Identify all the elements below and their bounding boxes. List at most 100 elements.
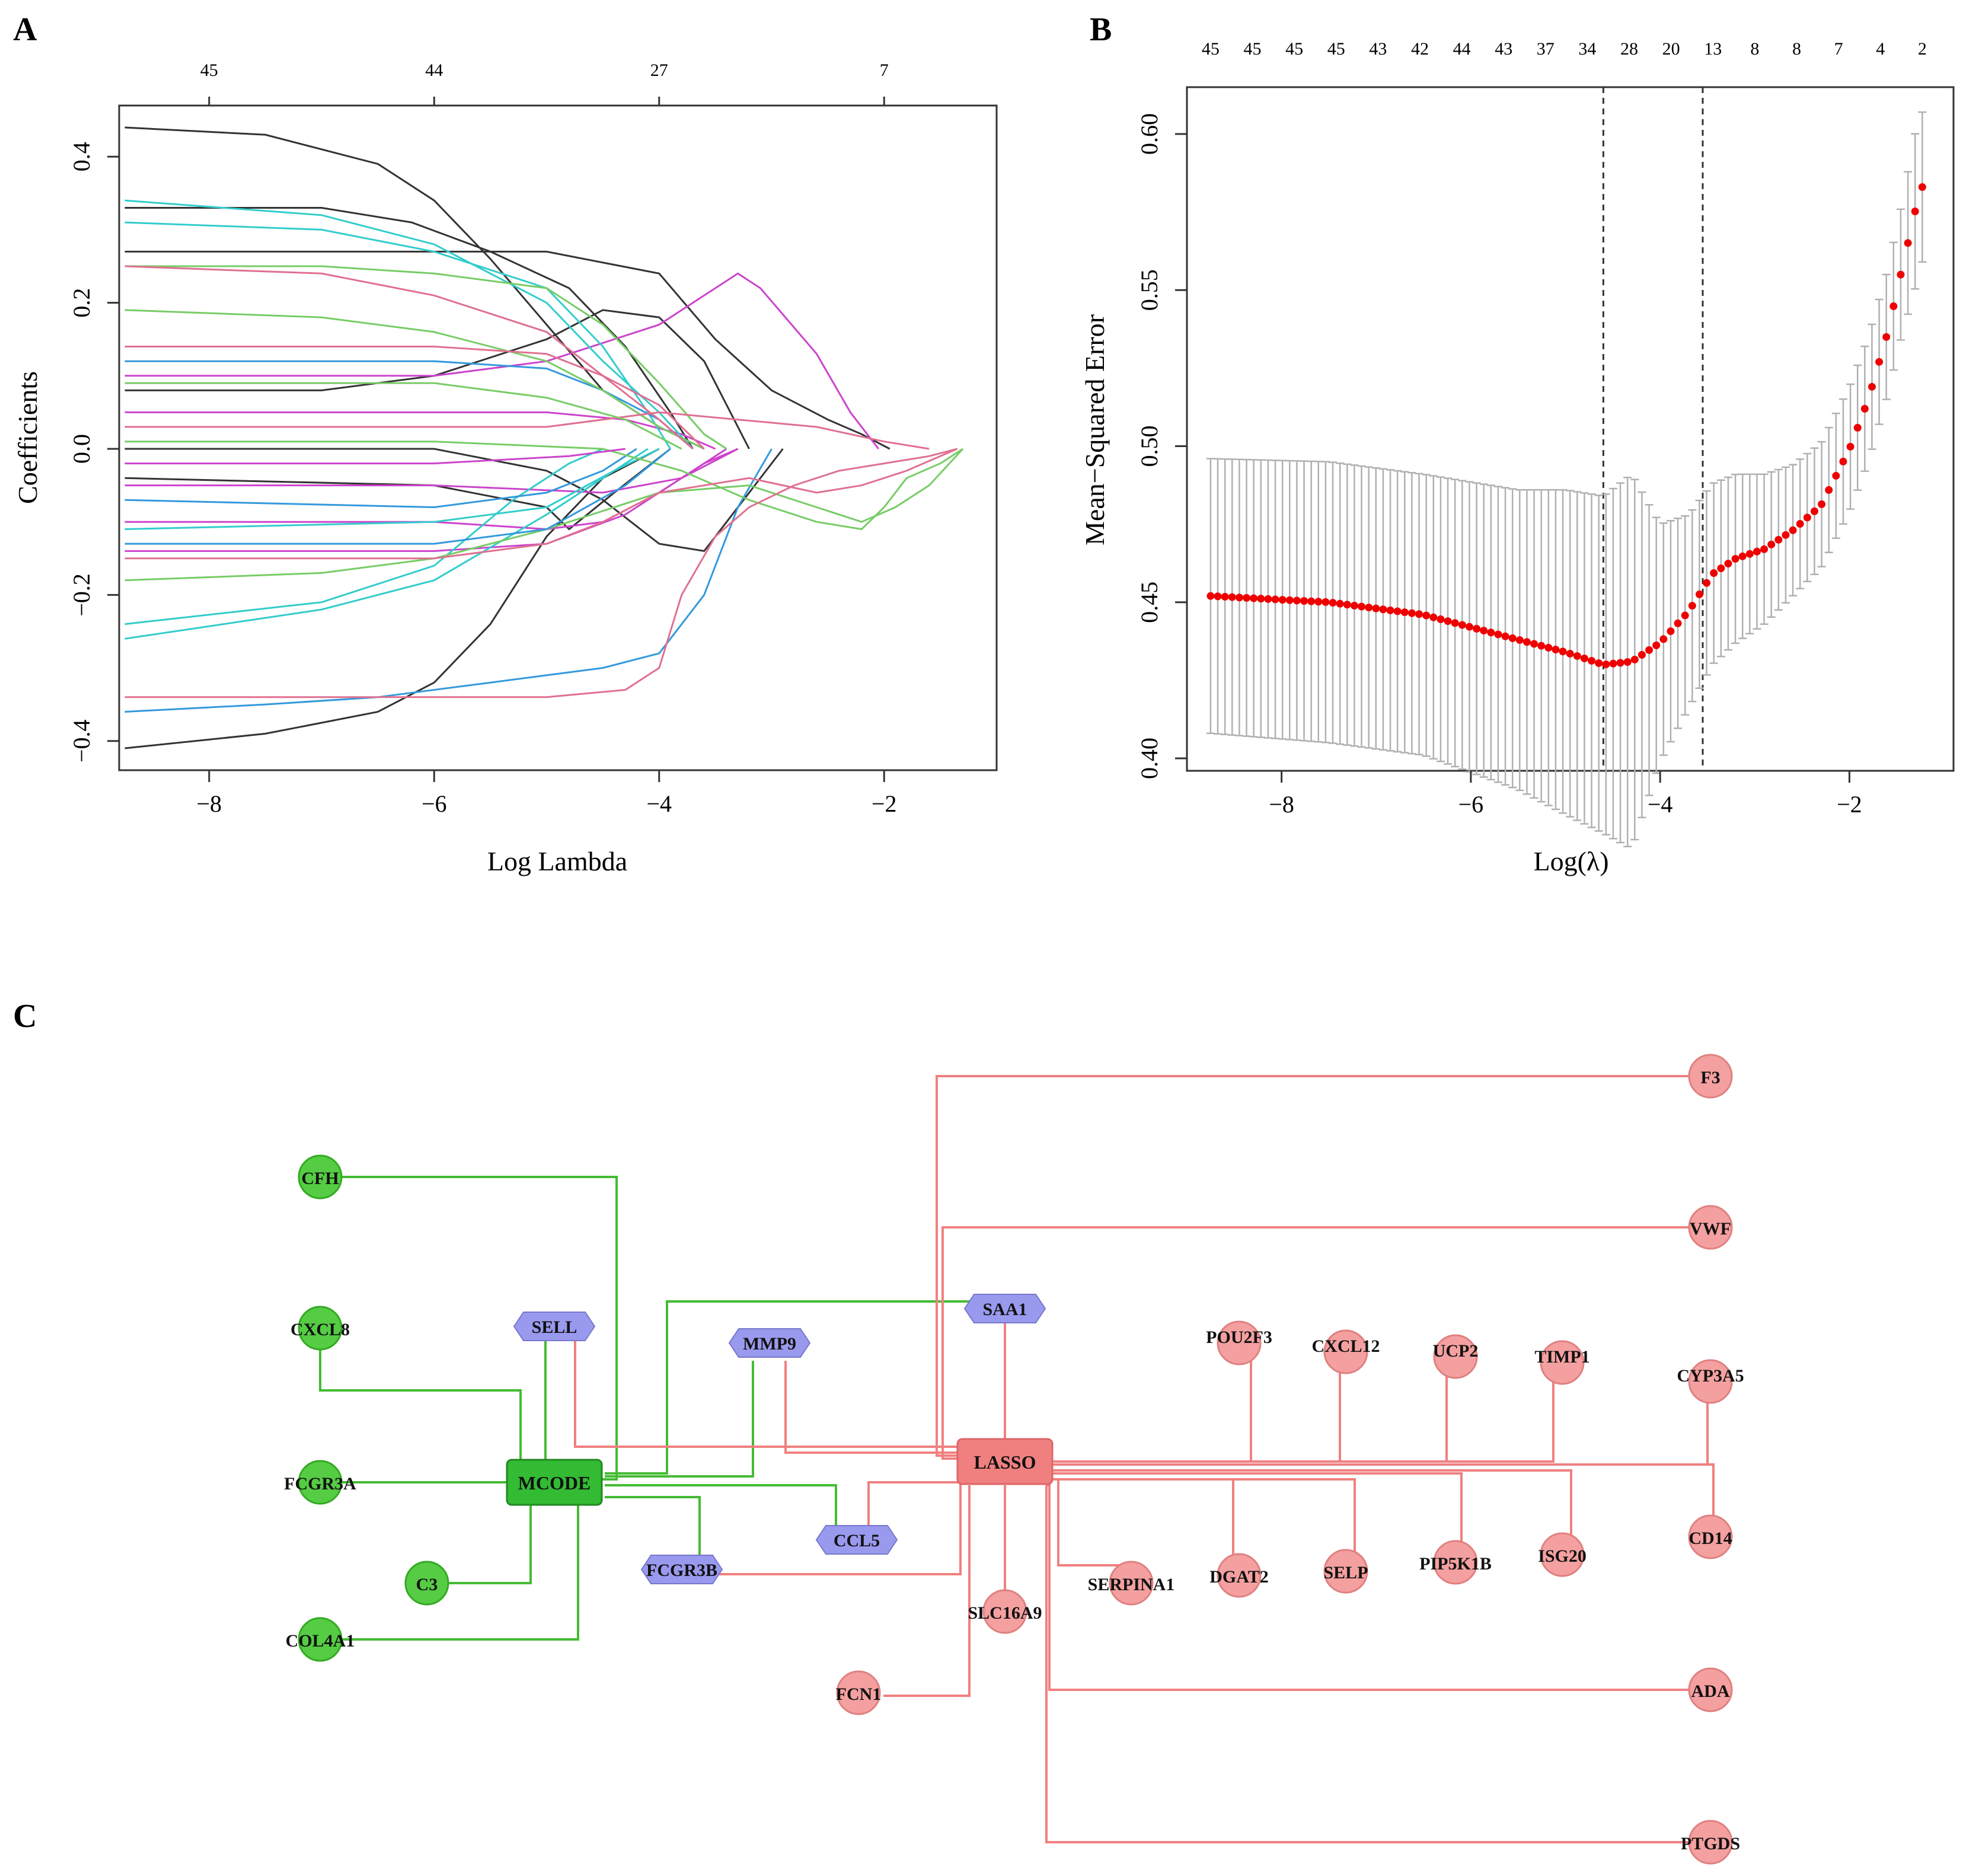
- mse-point: [1875, 358, 1884, 366]
- node-ccl5[interactable]: CCL5: [815, 1525, 898, 1555]
- mse-point: [1803, 513, 1811, 522]
- node-dgat2[interactable]: DGAT2: [1209, 1553, 1269, 1598]
- panel-b-y-axis-label: Mean−Squared Error: [1080, 314, 1110, 545]
- node-vwf[interactable]: VWF: [1688, 1205, 1733, 1250]
- node-mmp9[interactable]: MMP9: [728, 1328, 811, 1358]
- panel-a-letter: A: [13, 11, 37, 48]
- node-fcgr3a[interactable]: FCGR3A: [284, 1460, 356, 1505]
- mse-point: [1767, 540, 1776, 548]
- node-pou2f3[interactable]: POU2F3: [1206, 1320, 1272, 1365]
- node-saa1[interactable]: SAA1: [963, 1294, 1046, 1323]
- edge-lasso-cd14: [1046, 1463, 1715, 1539]
- node-ada[interactable]: ADA: [1688, 1667, 1733, 1712]
- mse-point: [1897, 270, 1905, 279]
- panel-a-y-axis-label: Coefficients: [12, 371, 43, 504]
- node-ptgds[interactable]: PTGDS: [1681, 1820, 1740, 1865]
- mse-point: [1911, 208, 1919, 216]
- node-slc16a9[interactable]: SLC16A9: [968, 1589, 1042, 1634]
- node-shape: [1217, 1553, 1262, 1598]
- node-fcgr3b[interactable]: FCGR3B: [640, 1555, 723, 1584]
- node-serpina1[interactable]: SERPINA1: [1088, 1561, 1175, 1606]
- mse-point: [1494, 630, 1502, 639]
- top-tick-label: 45: [200, 60, 218, 80]
- mse-point: [1358, 602, 1366, 611]
- node-cd14[interactable]: CD14: [1688, 1514, 1733, 1559]
- mse-point: [1422, 611, 1431, 620]
- node-col4a1[interactable]: COL4A1: [286, 1617, 355, 1662]
- mse-point: [1530, 640, 1539, 648]
- node-shape: [1323, 1549, 1368, 1594]
- node-isg20[interactable]: ISG20: [1538, 1532, 1587, 1577]
- coef-line-magenta-1: [125, 272, 879, 449]
- mse-point: [1652, 641, 1661, 649]
- top-tick-label: 43: [1369, 39, 1387, 59]
- coef-line-black-3: [125, 207, 694, 449]
- y-tick-label: 0.50: [1136, 425, 1163, 467]
- coef-line-blue-3: [125, 448, 637, 509]
- node-label: CCL5: [834, 1531, 880, 1550]
- mse-point: [1515, 636, 1524, 645]
- panel-b-top-axis: 45 45 45 45 43 42 44 43 37 34 28 20 13 8 8 7 4 2: [1202, 39, 1927, 59]
- coef-line-pink-5: [125, 411, 930, 450]
- edge-mcode-fcgr3b: [605, 1496, 701, 1565]
- node-shape: [982, 1589, 1027, 1634]
- mse-point: [1235, 594, 1243, 602]
- node-shape: [513, 1312, 596, 1341]
- coef-line-magenta-3: [125, 411, 716, 450]
- mse-point: [1350, 601, 1358, 610]
- node-c3[interactable]: C3: [404, 1561, 449, 1606]
- x-tick-label: −6: [422, 790, 447, 817]
- node-label: ADA: [1691, 1682, 1730, 1701]
- mse-point: [1566, 649, 1574, 658]
- node-cfh[interactable]: CFH: [298, 1154, 343, 1199]
- node-label: POU2F3: [1206, 1328, 1272, 1347]
- node-cyp3a5[interactable]: CYP3A5: [1677, 1359, 1744, 1404]
- node-timp1[interactable]: TIMP1: [1534, 1340, 1590, 1385]
- hub-label: LASSO: [974, 1451, 1036, 1473]
- node-ucp2[interactable]: UCP2: [1433, 1334, 1479, 1379]
- mse-point: [1365, 604, 1373, 612]
- node-label: FCGR3A: [284, 1474, 356, 1494]
- y-tick-label: 0.2: [68, 288, 95, 318]
- node-sell[interactable]: SELL: [513, 1312, 596, 1341]
- mse-point: [1717, 564, 1725, 573]
- node-pip5k1b[interactable]: PIP5K1B: [1419, 1540, 1492, 1585]
- y-tick-label: −0.4: [68, 719, 95, 762]
- hub-lasso[interactable]: LASSO: [956, 1438, 1054, 1485]
- mse-point: [1250, 594, 1258, 602]
- top-tick-label: 34: [1578, 39, 1596, 59]
- x-tick-label: −2: [1837, 791, 1862, 818]
- node-selp[interactable]: SELP: [1323, 1549, 1368, 1594]
- node-shape: [404, 1561, 449, 1606]
- node-fcn1[interactable]: FCN1: [836, 1670, 882, 1715]
- mse-point: [1623, 658, 1632, 666]
- edge-fcn1-lasso: [883, 1485, 971, 1697]
- node-shape: [298, 1306, 343, 1351]
- panel-b-cv-error-chart: −8 −6 −4 −2 0.400.450.500.550.60 45 45 45 45 43…: [1080, 39, 1955, 876]
- mse-point: [1630, 655, 1639, 663]
- node-cxcl12[interactable]: CXCL12: [1311, 1329, 1380, 1374]
- node-f3[interactable]: F3: [1688, 1054, 1733, 1099]
- node-shape: [815, 1525, 898, 1555]
- edge-mcode-saa1: [605, 1300, 1005, 1475]
- node-label: SAA1: [982, 1300, 1027, 1319]
- hub-mcode[interactable]: MCODE: [506, 1459, 603, 1506]
- edge-lasso-f3: [936, 1075, 1696, 1457]
- top-tick-label: 13: [1704, 39, 1722, 59]
- network-nodes: CFH CXCL8 FCGR3A C3 COL4A1 SELL MMP9 SAA1 CCL5 FC…: [284, 1054, 1744, 1865]
- top-tick-label: 2: [1918, 39, 1927, 59]
- mse-point: [1588, 656, 1596, 665]
- mse-point: [1386, 606, 1394, 614]
- mse-point: [1760, 545, 1769, 553]
- mse-point: [1731, 555, 1739, 563]
- coef-line-green-5: [125, 382, 682, 450]
- node-label: PIP5K1B: [1419, 1554, 1492, 1574]
- coef-line-blue-2: [125, 360, 694, 450]
- top-tick-label: 7: [1834, 39, 1843, 59]
- top-tick-label: 8: [1792, 39, 1801, 59]
- coef-line-blue-1: [125, 448, 773, 713]
- mse-point: [1810, 507, 1818, 515]
- node-cxcl8[interactable]: CXCL8: [291, 1306, 350, 1351]
- node-shape: [298, 1154, 343, 1199]
- node-label: UCP2: [1433, 1341, 1479, 1361]
